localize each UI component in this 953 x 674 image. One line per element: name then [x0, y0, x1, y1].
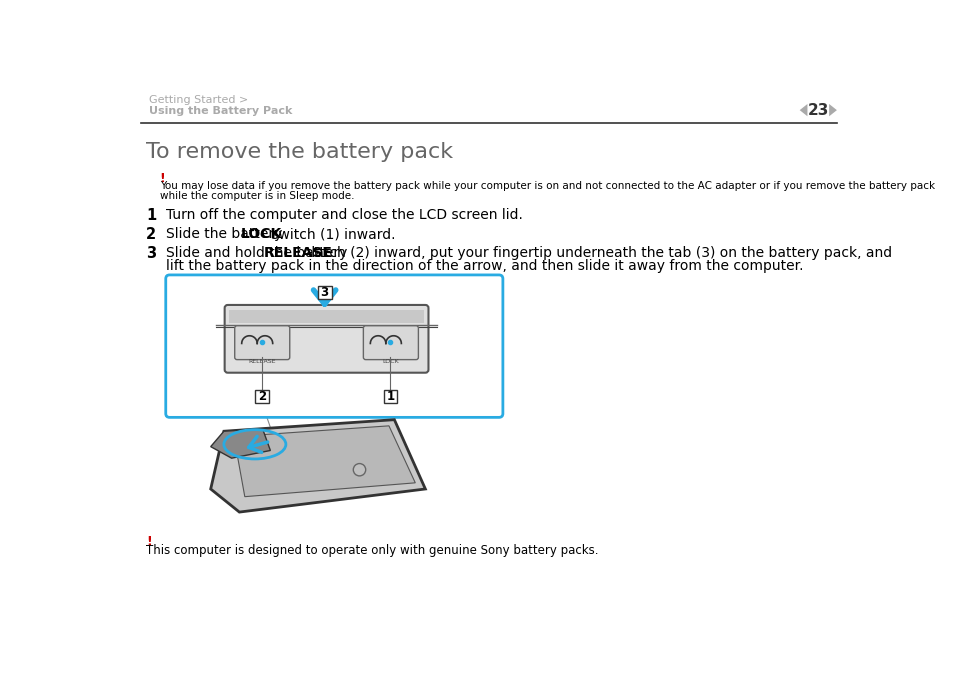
Text: RELEASE: RELEASE [248, 359, 275, 364]
Bar [229, 309, 423, 324]
Text: Slide the battery: Slide the battery [166, 227, 286, 241]
Text: 3: 3 [146, 247, 156, 262]
Circle shape [353, 464, 365, 476]
Text: while the computer is in Sleep mode.: while the computer is in Sleep mode. [159, 191, 354, 201]
Bar [254, 390, 269, 403]
Text: RELEASE: RELEASE [264, 247, 333, 260]
Text: LOCK: LOCK [241, 227, 282, 241]
Text: You may lose data if you remove the battery pack while your computer is on and n: You may lose data if you remove the batt… [159, 181, 934, 191]
Text: Using the Battery Pack: Using the Battery Pack [149, 106, 292, 115]
Text: 23: 23 [807, 102, 828, 118]
Polygon shape [211, 429, 270, 458]
Text: Turn off the computer and close the LCD screen lid.: Turn off the computer and close the LCD … [166, 208, 522, 222]
Text: This computer is designed to operate only with genuine Sony battery packs.: This computer is designed to operate onl… [146, 545, 598, 557]
FancyBboxPatch shape [224, 305, 428, 373]
Text: Getting Started >: Getting Started > [149, 95, 248, 104]
Text: 1: 1 [386, 390, 395, 403]
Bar [383, 390, 397, 403]
Text: 2: 2 [257, 390, 266, 403]
Polygon shape [828, 104, 836, 117]
Polygon shape [211, 420, 425, 512]
Text: 2: 2 [146, 227, 156, 242]
Text: !: ! [159, 172, 165, 185]
Bar [317, 286, 332, 299]
Polygon shape [799, 104, 806, 117]
Text: 3: 3 [320, 286, 329, 299]
FancyBboxPatch shape [166, 275, 502, 417]
FancyBboxPatch shape [363, 326, 418, 360]
Text: Slide and hold the battery: Slide and hold the battery [166, 247, 351, 260]
Text: switch (1) inward.: switch (1) inward. [267, 227, 395, 241]
FancyArrowPatch shape [314, 290, 335, 304]
Text: 1: 1 [146, 208, 156, 223]
FancyArrowPatch shape [249, 436, 268, 452]
Text: lift the battery pack in the direction of the arrow, and then slide it away from: lift the battery pack in the direction o… [166, 259, 802, 273]
Text: To remove the battery pack: To remove the battery pack [146, 142, 453, 162]
Text: latch (2) inward, put your fingertip underneath the tab (3) on the battery pack,: latch (2) inward, put your fingertip und… [307, 247, 891, 260]
Text: !: ! [146, 535, 152, 548]
Polygon shape [233, 426, 415, 497]
Text: LOCK: LOCK [382, 359, 398, 364]
FancyBboxPatch shape [234, 326, 290, 360]
